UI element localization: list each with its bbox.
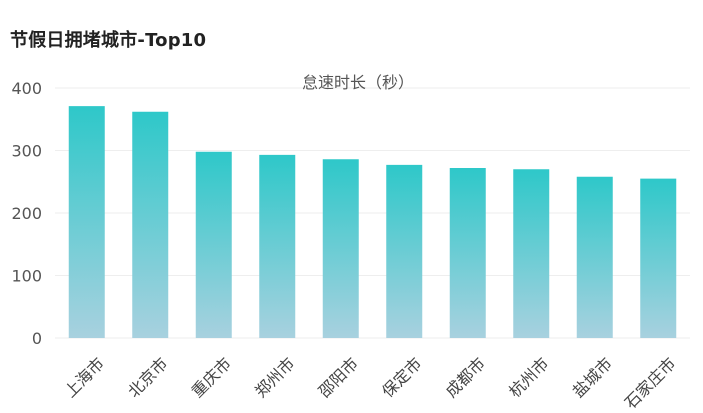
- x-category-label: 成都市: [442, 354, 489, 401]
- x-category-label: 上海市: [61, 354, 108, 401]
- y-tick-label: 400: [11, 79, 42, 98]
- x-category-label: 邵阳市: [315, 354, 362, 401]
- y-tick-label: 200: [11, 204, 42, 223]
- x-category-label: 保定市: [378, 354, 425, 401]
- bar-7: [449, 168, 486, 338]
- bar-10: [640, 178, 677, 338]
- bar-3: [195, 151, 232, 338]
- bar-1: [68, 106, 105, 338]
- y-axis-ticks: 0 100 200 300 400: [11, 79, 42, 348]
- x-category-label: 郑州市: [251, 354, 298, 401]
- bar-6: [386, 164, 423, 338]
- x-category-label: 石家庄市: [621, 354, 680, 413]
- bar-5: [322, 159, 359, 338]
- chart-title: 节假日拥堵城市-Top10: [10, 30, 207, 51]
- x-category-label: 杭州市: [505, 354, 552, 401]
- bar-8: [513, 169, 550, 338]
- bar-2: [132, 111, 169, 338]
- y-tick-label: 300: [11, 142, 42, 161]
- y-tick-label: 0: [32, 329, 42, 348]
- bar-9: [576, 176, 613, 338]
- bar-4: [259, 154, 296, 338]
- y-tick-label: 100: [11, 267, 42, 286]
- x-category-label: 重庆市: [188, 354, 235, 401]
- x-axis-labels: 上海市 北京市 重庆市 郑州市 邵阳市 保定市 成都市 杭州市 盐城市 石家庄市: [61, 354, 680, 413]
- bars: [68, 106, 677, 338]
- x-category-label: 北京市: [124, 354, 171, 401]
- series-label: 怠速时长（秒）: [302, 73, 414, 92]
- x-category-label: 盐城市: [569, 354, 616, 401]
